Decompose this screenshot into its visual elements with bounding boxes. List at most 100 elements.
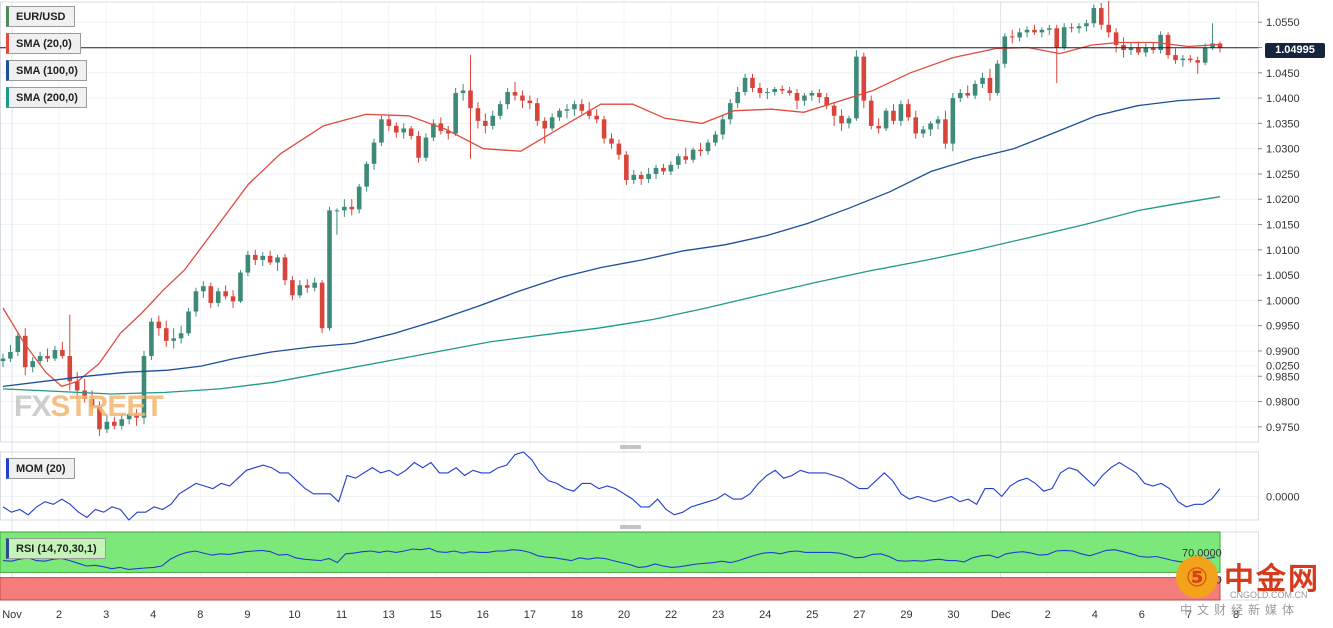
candle-body [445, 130, 451, 134]
candle-body [490, 115, 496, 126]
candle-body [1188, 58, 1193, 61]
rsi-legend[interactable]: RSI (14,70,30,1) [6, 538, 106, 559]
candle-body [30, 361, 35, 368]
candle-body [653, 167, 659, 174]
candle-body [898, 104, 904, 121]
candle-body [416, 136, 421, 158]
time-tick-label: 7 [1186, 609, 1192, 621]
symbol-label[interactable]: EUR/USD [6, 6, 75, 27]
candle-body [37, 356, 43, 362]
sma100-legend[interactable]: SMA (100,0) [6, 60, 87, 81]
price-tick-label: 1.0350 [1266, 118, 1300, 130]
cngold-logo-sub: 中文财经新媒体 [1180, 603, 1300, 617]
candle-body [201, 286, 206, 292]
candle-body [497, 104, 503, 116]
candle-body [82, 390, 87, 400]
candle-body [393, 125, 399, 133]
candle-body [646, 173, 651, 180]
candle-body [312, 282, 317, 288]
candle-body [1136, 47, 1141, 53]
candle-body [483, 120, 488, 126]
candle-body [727, 103, 733, 120]
candle-body [987, 77, 993, 94]
sma20-legend[interactable]: SMA (20,0) [6, 33, 81, 54]
candle-body [238, 272, 243, 302]
cngold-logo-name: 中金网 [1224, 563, 1320, 596]
candle-body [616, 143, 622, 155]
candle-body [705, 142, 711, 152]
candle-body [794, 93, 800, 101]
candle-body [505, 92, 510, 105]
candle-body [364, 163, 369, 187]
time-tick-label: 16 [477, 609, 489, 621]
time-tick-label: 15 [430, 609, 442, 621]
cngold-logo-icon: ⑤ [1176, 556, 1218, 598]
candle-body [208, 286, 214, 303]
candle-body [928, 123, 933, 130]
axes-layer: 1.05501.05001.04501.04001.03501.03001.02… [0, 17, 1300, 621]
candle-body [371, 142, 377, 164]
candle-body [171, 338, 176, 341]
candle-body [661, 167, 666, 172]
candle-body [883, 110, 889, 129]
candle-body [1061, 27, 1067, 48]
candle-body [1076, 26, 1082, 29]
candle-body [1047, 28, 1052, 30]
candle-body [423, 137, 429, 158]
candle-body [74, 381, 80, 391]
candle-body [1106, 24, 1111, 33]
time-tick-label: 9 [244, 609, 250, 621]
time-tick-label: 4 [1092, 609, 1098, 621]
candle-body [401, 128, 407, 133]
candle-body [1069, 27, 1074, 29]
time-tick-label: 25 [806, 609, 818, 621]
candle-body [104, 421, 110, 430]
candle-body [586, 110, 592, 116]
candle-body [468, 90, 473, 109]
rsi-overbought-band [0, 531, 1221, 573]
candle-body [601, 119, 607, 139]
time-tick-label: 10 [288, 609, 300, 621]
candle-body [572, 104, 577, 110]
candle-body [1165, 34, 1171, 56]
candle-body [965, 93, 970, 96]
candle-body [349, 206, 355, 210]
rsi-line [2, 547, 1216, 570]
candle-body [683, 156, 689, 160]
candle-body [260, 255, 266, 260]
candle-body [891, 110, 896, 121]
candle-body [957, 93, 963, 99]
candle-body [453, 93, 458, 134]
grid-layer [0, 2, 1258, 600]
candle-body [802, 95, 807, 101]
candle-body [638, 174, 644, 180]
time-tick-label: 8 [1233, 609, 1239, 621]
time-tick-label: 22 [665, 609, 677, 621]
candle-body [846, 118, 852, 124]
candle-body [668, 164, 674, 172]
candle-body [564, 109, 570, 111]
candle-body [1084, 23, 1089, 27]
candle-body [52, 349, 58, 359]
candle-body [1113, 32, 1119, 45]
candle-body [97, 406, 102, 430]
candle-body [267, 255, 273, 263]
candle-body [304, 285, 310, 288]
candle-body [245, 254, 251, 273]
candle-body [1039, 29, 1045, 33]
fxstreet-watermark: FXSTREET [14, 390, 164, 423]
candle-body [319, 282, 325, 329]
mom-legend[interactable]: MOM (20) [6, 458, 75, 479]
candle-body [431, 123, 436, 138]
sma200-legend[interactable]: SMA (200,0) [6, 87, 87, 108]
pane-frames [0, 1, 1259, 601]
time-tick-label: 24 [759, 609, 771, 621]
candle-body [720, 119, 726, 135]
candle-body [67, 356, 73, 382]
time-tick-label: 30 [947, 609, 959, 621]
price-tick-label: 1.0400 [1266, 93, 1300, 105]
candle-body [816, 93, 822, 98]
candle-body [193, 291, 199, 312]
sma-lines-layer [2, 41, 1221, 395]
price-tick-label: 0.9750 [1266, 422, 1300, 434]
